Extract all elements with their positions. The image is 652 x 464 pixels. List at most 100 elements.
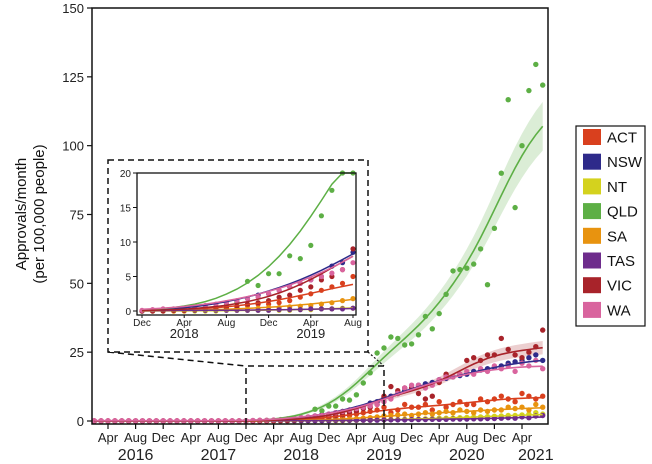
x-tick-label: Dec bbox=[234, 430, 258, 445]
y-tick-label: 0 bbox=[77, 414, 84, 429]
x-tick-label: Apr bbox=[98, 430, 119, 445]
data-point-wa bbox=[374, 401, 380, 408]
y-tick-label: 50 bbox=[70, 276, 84, 291]
x-tick-label: Apr bbox=[512, 430, 533, 445]
data-point-act bbox=[512, 399, 518, 405]
legend-swatch-nsw bbox=[583, 153, 601, 170]
inset-data-point-qld bbox=[297, 256, 303, 262]
y-tick-label: 25 bbox=[70, 345, 84, 360]
data-point-qld bbox=[402, 342, 408, 348]
legend-label-vic: VIC bbox=[607, 278, 632, 295]
y-axis-label-line2: (per 100,000 people) bbox=[31, 144, 48, 283]
data-point-wa bbox=[402, 385, 408, 391]
data-point-qld bbox=[346, 397, 353, 403]
inset-data-point-act bbox=[350, 273, 356, 280]
data-point-wa bbox=[540, 366, 546, 372]
x-year-label: 2018 bbox=[283, 447, 319, 464]
x-tick-label: Apr bbox=[263, 430, 284, 445]
inset-data-point-qld bbox=[266, 271, 272, 277]
inset-trend-line-tas bbox=[141, 307, 354, 312]
legend-label-nt: NT bbox=[607, 179, 627, 196]
data-point-nsw bbox=[526, 355, 532, 361]
legend-swatch-nt bbox=[583, 178, 601, 195]
inset-data-point-act bbox=[287, 298, 293, 304]
data-point-nsw bbox=[540, 357, 546, 364]
data-point-qld bbox=[498, 170, 504, 176]
inset-y-tick-label: 15 bbox=[120, 204, 132, 215]
inset-y-tick-label: 0 bbox=[125, 307, 131, 318]
inset-y-tick-label: 10 bbox=[120, 238, 132, 249]
x-tick-label: Aug bbox=[455, 430, 478, 445]
inset-data-point-qld bbox=[287, 253, 293, 259]
x-tick-label: Apr bbox=[181, 430, 202, 445]
x-year-label: 2021 bbox=[518, 447, 554, 464]
data-point-act bbox=[429, 407, 435, 413]
data-point-qld bbox=[374, 350, 380, 356]
inset-data-point-wa bbox=[329, 270, 335, 276]
inset-trend-line-vic bbox=[141, 255, 354, 312]
data-point-vic bbox=[526, 349, 532, 355]
x-tick-label: Apr bbox=[429, 430, 450, 445]
data-point-qld bbox=[450, 268, 456, 274]
data-point-vic bbox=[471, 355, 477, 361]
data-point-vic bbox=[498, 335, 504, 342]
inset-data-point-sa bbox=[350, 296, 356, 302]
data-point-vic bbox=[505, 346, 511, 353]
inset-data-point-vic bbox=[276, 294, 282, 300]
data-point-qld bbox=[388, 334, 394, 340]
inset-y-tick-label: 20 bbox=[120, 169, 132, 180]
data-point-act bbox=[498, 393, 504, 399]
data-point-vic bbox=[429, 393, 435, 399]
data-point-wa bbox=[512, 368, 518, 375]
inset-data-point-vic bbox=[308, 284, 314, 290]
x-tick-label: Dec bbox=[400, 430, 424, 445]
inset-x-tick-label: Dec bbox=[260, 318, 278, 329]
y-axis-label: Approvals/month (per 100,000 people) bbox=[13, 144, 48, 283]
x-tick-label: Aug bbox=[372, 430, 395, 445]
x-year-label: 2016 bbox=[118, 447, 154, 464]
inset-x-tick-label: Apr bbox=[303, 318, 319, 329]
inset-dashed-box bbox=[107, 159, 369, 353]
x-tick-label: Dec bbox=[317, 430, 341, 445]
x-tick-label: Dec bbox=[483, 430, 507, 445]
zoom-connector-left bbox=[107, 351, 247, 367]
legend-swatch-vic bbox=[583, 277, 601, 294]
inset-y-tick-label: 5 bbox=[125, 273, 131, 284]
inset-data-point-qld bbox=[276, 271, 282, 277]
data-point-qld bbox=[360, 380, 366, 386]
data-point-act bbox=[381, 404, 387, 410]
data-point-vic bbox=[464, 357, 470, 364]
data-point-act bbox=[436, 399, 442, 405]
zoom-region-box bbox=[245, 365, 385, 424]
data-point-nsw bbox=[533, 352, 539, 358]
y-axis-label-line1: Approvals/month bbox=[13, 158, 30, 271]
inset-year-label: 2019 bbox=[296, 326, 325, 341]
x-year-label: 2017 bbox=[201, 447, 237, 464]
inset-x-tick-label: Apr bbox=[176, 318, 192, 329]
legend-label-sa: SA bbox=[607, 228, 627, 245]
inset-data-point-vic bbox=[297, 287, 303, 293]
data-point-qld bbox=[319, 408, 325, 414]
data-point-vic bbox=[388, 383, 394, 390]
x-tick-label: Aug bbox=[290, 430, 313, 445]
data-point-vic bbox=[512, 352, 518, 358]
x-tick-label: Aug bbox=[124, 430, 147, 445]
x-year-label: 2019 bbox=[366, 447, 402, 464]
y-tick-label: 100 bbox=[62, 139, 84, 154]
data-point-qld bbox=[512, 204, 518, 211]
legend-label-tas: TAS bbox=[607, 253, 635, 270]
data-point-vic bbox=[484, 352, 491, 358]
x-tick-label: Apr bbox=[346, 430, 367, 445]
y-tick-label: 150 bbox=[62, 1, 84, 16]
inset-data-point-act bbox=[339, 280, 346, 286]
inset-trend-line-wa bbox=[141, 255, 354, 310]
data-point-qld bbox=[519, 143, 525, 149]
trend-line-wa bbox=[94, 365, 543, 422]
inset-x-tick-label: Dec bbox=[133, 318, 151, 329]
inset-data-point-vic bbox=[350, 246, 356, 252]
data-point-qld bbox=[339, 396, 346, 402]
y-tick-label: 125 bbox=[62, 70, 84, 85]
data-point-qld bbox=[540, 82, 546, 88]
inset-data-point-qld bbox=[308, 242, 314, 248]
